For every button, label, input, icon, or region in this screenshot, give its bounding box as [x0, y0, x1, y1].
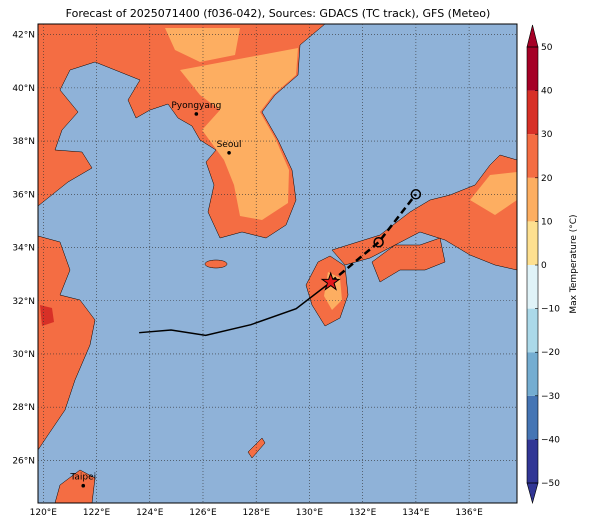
city-marker — [194, 112, 199, 116]
x-tick-label: 128°E — [243, 508, 271, 518]
x-tick-label: 132°E — [349, 508, 377, 518]
hot-spot — [40, 305, 54, 326]
track-forecast — [329, 193, 417, 284]
forecast-position — [373, 236, 384, 248]
colorbar-segment — [527, 90, 538, 135]
city-label: Taipei — [69, 473, 96, 483]
colorbar-tick-label: 10 — [541, 217, 553, 227]
x-tick-label: 120°E — [30, 508, 58, 518]
colorbar-segment — [527, 221, 538, 265]
y-tick-label: 42°N — [12, 31, 35, 41]
east-china — [38, 235, 96, 451]
colorbar-tick-label: −30 — [541, 392, 560, 402]
colorbar-extend-top — [526, 24, 539, 48]
honshu-interior — [470, 172, 517, 215]
y-tick-label: 32°N — [12, 297, 35, 307]
colorbar-tick-label: −40 — [541, 435, 560, 445]
x-tick-label: 124°E — [136, 508, 164, 518]
track-observed — [139, 281, 332, 337]
colorbar-segment — [527, 439, 538, 483]
city-marker — [227, 150, 231, 155]
y-tick-label: 30°N — [12, 350, 35, 360]
land-layer — [38, 24, 517, 503]
y-tick-label: 28°N — [12, 403, 35, 413]
y-tick-label: 36°N — [12, 190, 35, 200]
shikoku — [371, 237, 446, 283]
x-tick-label: 122°E — [83, 508, 111, 518]
colorbar-segment — [527, 395, 538, 440]
honshu — [331, 154, 517, 271]
colorbar-tick-label: 40 — [541, 87, 553, 97]
colorbar-tick-label: 30 — [541, 130, 553, 140]
x-tick-label: 126°E — [189, 508, 217, 518]
forecast-position — [410, 189, 422, 200]
colorbar-segment — [527, 265, 538, 309]
y-tick-label: 40°N — [12, 84, 35, 94]
taiwan — [54, 469, 96, 503]
x-tick-label: 130°E — [296, 508, 324, 518]
colorbar-extend-bottom — [526, 482, 539, 505]
colorbar-tick-label: 20 — [541, 174, 553, 184]
colorbar-segment — [527, 308, 538, 353]
map-frame — [37, 23, 518, 504]
map-title: Forecast of 2025071400 (f036-042), Sourc… — [66, 7, 491, 20]
colorbar-segment — [527, 47, 538, 91]
colorbar-segment — [527, 352, 538, 396]
city-label: Pyongyang — [171, 101, 221, 111]
x-tick-label: 134°E — [402, 508, 430, 518]
colorbar-label: Max Temperature (°C) — [569, 214, 579, 313]
city-label: Seoul — [217, 140, 242, 150]
colorbar-segment — [527, 134, 538, 178]
colorbar-segment — [527, 177, 538, 222]
y-tick-label: 26°N — [12, 456, 35, 466]
jeju — [204, 259, 228, 269]
x-tick-label: 136°E — [455, 508, 483, 518]
y-tick-label: 38°N — [12, 137, 35, 147]
ocean — [38, 24, 517, 503]
city-marker — [81, 483, 86, 488]
north-interior — [165, 28, 240, 62]
colorbar-tick-label: 0 — [541, 261, 547, 271]
colorbar-tick-label: −10 — [541, 305, 560, 315]
current-position — [320, 271, 341, 291]
colorbar-tick-label: 50 — [541, 43, 553, 53]
colorbar-tick-label: −50 — [541, 479, 560, 489]
colorbar-tick-label: −20 — [541, 348, 560, 358]
korea-interior — [180, 48, 298, 220]
y-tick-label: 34°N — [12, 244, 35, 254]
